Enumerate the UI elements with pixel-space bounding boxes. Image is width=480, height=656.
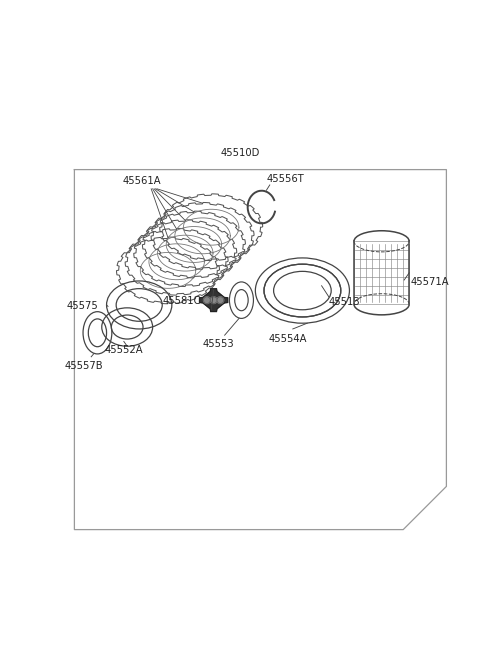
- Circle shape: [217, 297, 224, 304]
- Text: 45510D: 45510D: [220, 148, 260, 157]
- Polygon shape: [200, 289, 228, 312]
- Text: 45557B: 45557B: [65, 361, 103, 371]
- Text: 45556T: 45556T: [267, 174, 304, 184]
- Text: 45575: 45575: [67, 301, 98, 312]
- Circle shape: [210, 297, 217, 304]
- Text: 45571A: 45571A: [410, 277, 449, 287]
- Text: 45513: 45513: [329, 297, 360, 306]
- Text: 45581C: 45581C: [162, 297, 201, 306]
- Circle shape: [204, 297, 210, 304]
- Text: 45554A: 45554A: [269, 334, 307, 344]
- Text: 45552A: 45552A: [105, 345, 143, 355]
- Text: 45553: 45553: [203, 338, 234, 348]
- Text: 45561A: 45561A: [122, 176, 161, 186]
